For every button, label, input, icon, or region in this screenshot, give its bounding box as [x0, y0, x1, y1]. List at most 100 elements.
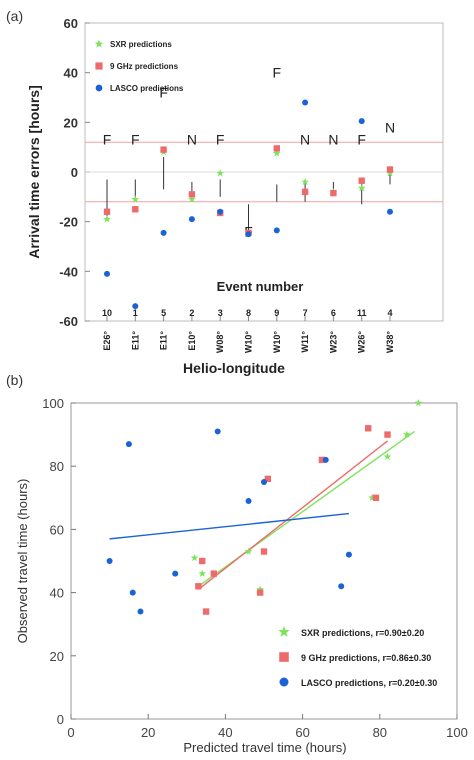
point-star — [188, 195, 196, 203]
y-tick-label: 80 — [50, 459, 64, 474]
legend-label: LASCO predictions, r=0.20±0.30 — [301, 678, 437, 688]
point-circle — [106, 558, 113, 564]
point-star — [256, 585, 264, 593]
x-category-label: W11° — [300, 331, 310, 353]
legend-label: SXR predictions, r=0.90±0.20 — [301, 628, 424, 638]
y-axis-title-a: Arrival time errors [hours] — [26, 85, 42, 259]
point-circle — [358, 118, 365, 125]
x-axis-title-a: Helio-longitude — [183, 360, 285, 376]
legend-label: 9 GHz predictions, r=0.86±0.30 — [301, 653, 431, 663]
point-circle — [273, 227, 280, 234]
y-tick-label: 20 — [64, 115, 78, 130]
event-number: 10 — [102, 308, 112, 318]
point-circle — [125, 441, 132, 448]
y-tick-label: 60 — [50, 522, 64, 537]
point-circle — [104, 270, 110, 277]
x-tick-label: 40 — [218, 725, 232, 740]
x-category-label: E10° — [187, 331, 197, 351]
y-tick-label: -20 — [59, 215, 78, 230]
point-circle — [245, 497, 252, 504]
point-square — [330, 189, 337, 197]
x-tick-label: 0 — [67, 725, 74, 740]
x-tick-label: 80 — [373, 725, 387, 740]
x-category-label: W10° — [272, 331, 282, 354]
point-circle — [214, 428, 221, 435]
point-star — [198, 569, 207, 577]
x-category-label: E11° — [159, 331, 169, 351]
point-circle — [188, 216, 195, 223]
point-square — [256, 589, 264, 596]
legend-label: SXR predictions — [110, 40, 172, 49]
y-tick-label: 40 — [64, 66, 78, 81]
event-number: 7 — [303, 308, 308, 318]
class-label: N — [328, 132, 338, 148]
x-category-label: W10° — [244, 331, 254, 354]
point-circle — [261, 479, 267, 485]
plot-frame-b — [70, 402, 458, 720]
point-star — [357, 184, 366, 192]
fit-line-star — [197, 430, 415, 587]
y-tick-label: 0 — [71, 165, 78, 180]
point-square — [160, 146, 167, 153]
x-axis-title-b: Predicted travel time (hours) — [183, 740, 346, 755]
y-tick-label: -40 — [59, 264, 78, 279]
y-tick-label: 60 — [64, 16, 78, 31]
point-square — [202, 608, 210, 615]
event-number: 4 — [387, 308, 392, 318]
point-star — [383, 452, 392, 460]
event-number: 5 — [161, 308, 166, 318]
point-square — [103, 208, 111, 215]
class-label: F — [131, 132, 140, 148]
x-tick-label: 20 — [141, 725, 155, 740]
fit-line-square — [197, 440, 388, 590]
event-number: 1 — [133, 308, 138, 318]
point-circle — [160, 229, 167, 236]
point-star — [368, 493, 376, 502]
point-square — [188, 191, 196, 198]
fit-line-circle — [109, 512, 349, 540]
event-number: 9 — [274, 308, 279, 318]
point-circle — [217, 208, 224, 215]
x-category-label: W08° — [215, 331, 225, 354]
class-label: N — [187, 132, 197, 148]
y-tick-label: 40 — [50, 586, 64, 601]
event-number: 11 — [357, 308, 367, 318]
point-star — [216, 169, 224, 177]
class-label: F — [103, 132, 112, 148]
event-number-title: Event number — [217, 279, 304, 294]
legend-label: LASCO predictions — [110, 84, 184, 93]
x-category-label: E26° — [102, 331, 112, 351]
x-category-label: W23° — [328, 331, 338, 354]
point-circle — [345, 551, 352, 558]
point-circle — [302, 99, 309, 106]
point-star — [301, 177, 309, 186]
class-label: N — [300, 132, 310, 148]
legend-marker-square — [95, 62, 103, 70]
point-circle — [387, 208, 393, 215]
point-square — [318, 456, 326, 464]
event-number: 2 — [189, 308, 194, 318]
x-category-label: W38° — [385, 331, 395, 354]
point-star — [386, 169, 394, 177]
class-label: F — [273, 65, 282, 81]
legend-marker-star — [278, 626, 290, 637]
point-star — [403, 430, 411, 438]
point-star — [131, 195, 140, 203]
legend-marker-circle — [95, 84, 103, 92]
point-circle — [338, 583, 345, 590]
y-tick-label: 0 — [57, 712, 64, 727]
class-label: N — [385, 119, 395, 135]
panel-label-b: (b) — [6, 372, 23, 388]
point-square — [384, 431, 391, 438]
point-square — [386, 166, 394, 173]
y-tick-label: -60 — [59, 314, 78, 329]
class-label: F — [357, 132, 366, 148]
point-square — [358, 177, 365, 184]
y-axis-title-b: Observed travel time (hours) — [15, 479, 30, 644]
point-star — [103, 215, 111, 223]
class-label: F — [216, 132, 225, 148]
point-square — [365, 425, 372, 432]
point-square — [273, 145, 280, 152]
point-square — [199, 557, 206, 565]
point-circle — [129, 589, 136, 596]
